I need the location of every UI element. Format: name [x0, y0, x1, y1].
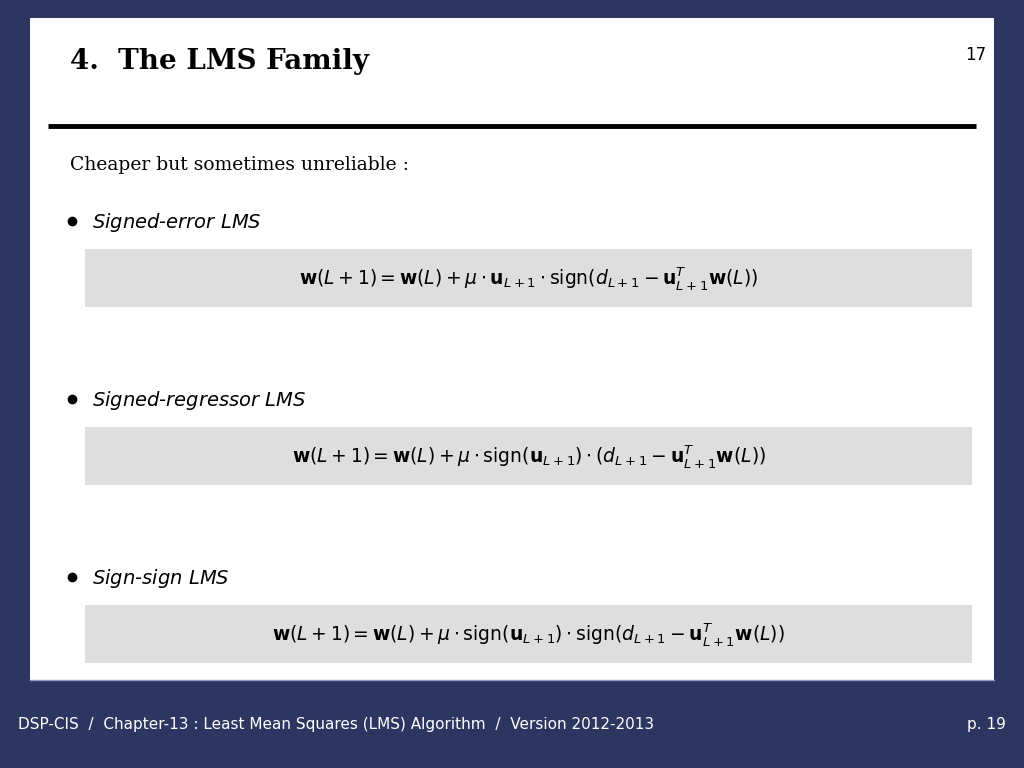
Text: p. 19: p. 19 [967, 717, 1006, 731]
Text: $\mathbf{w}(L+1) = \mathbf{w}(L) + \mu \cdot \mathrm{sign}(\mathbf{u}_{L+1}) \cd: $\mathbf{w}(L+1) = \mathbf{w}(L) + \mu \… [292, 442, 766, 469]
Text: $\mathbf{w}(L+1) = \mathbf{w}(L) + \mu \cdot \mathrm{sign}(\mathbf{u}_{L+1}) \cd: $\mathbf{w}(L+1) = \mathbf{w}(L) + \mu \… [272, 621, 784, 647]
Text: DSP-CIS  /  Chapter-13 : Least Mean Squares (LMS) Algorithm  /  Version 2012-201: DSP-CIS / Chapter-13 : Least Mean Square… [18, 717, 654, 731]
Text: Cheaper but sometimes unreliable :: Cheaper but sometimes unreliable : [70, 156, 409, 174]
Text: 4.  The LMS Family: 4. The LMS Family [70, 48, 369, 75]
Bar [30, 18, 994, 680]
Bar [85, 249, 972, 307]
Text: $\mathit{Signed\text{-}error\ LMS}$: $\mathit{Signed\text{-}error\ LMS}$ [92, 211, 262, 234]
Text: $\mathit{Signed\text{-}regressor\ LMS}$: $\mathit{Signed\text{-}regressor\ LMS}$ [92, 389, 306, 412]
Text: $\mathbf{w}(L+1) = \mathbf{w}(L) + \mu \cdot \mathbf{u}_{L+1} \cdot \mathrm{sign: $\mathbf{w}(L+1) = \mathbf{w}(L) + \mu \… [299, 264, 758, 292]
Bar [85, 605, 972, 663]
Bar [0, 680, 1024, 768]
Text: 17: 17 [965, 46, 986, 64]
Bar [85, 427, 972, 485]
Text: $\mathit{Sign\text{-}sign\ LMS}$: $\mathit{Sign\text{-}sign\ LMS}$ [92, 567, 229, 590]
